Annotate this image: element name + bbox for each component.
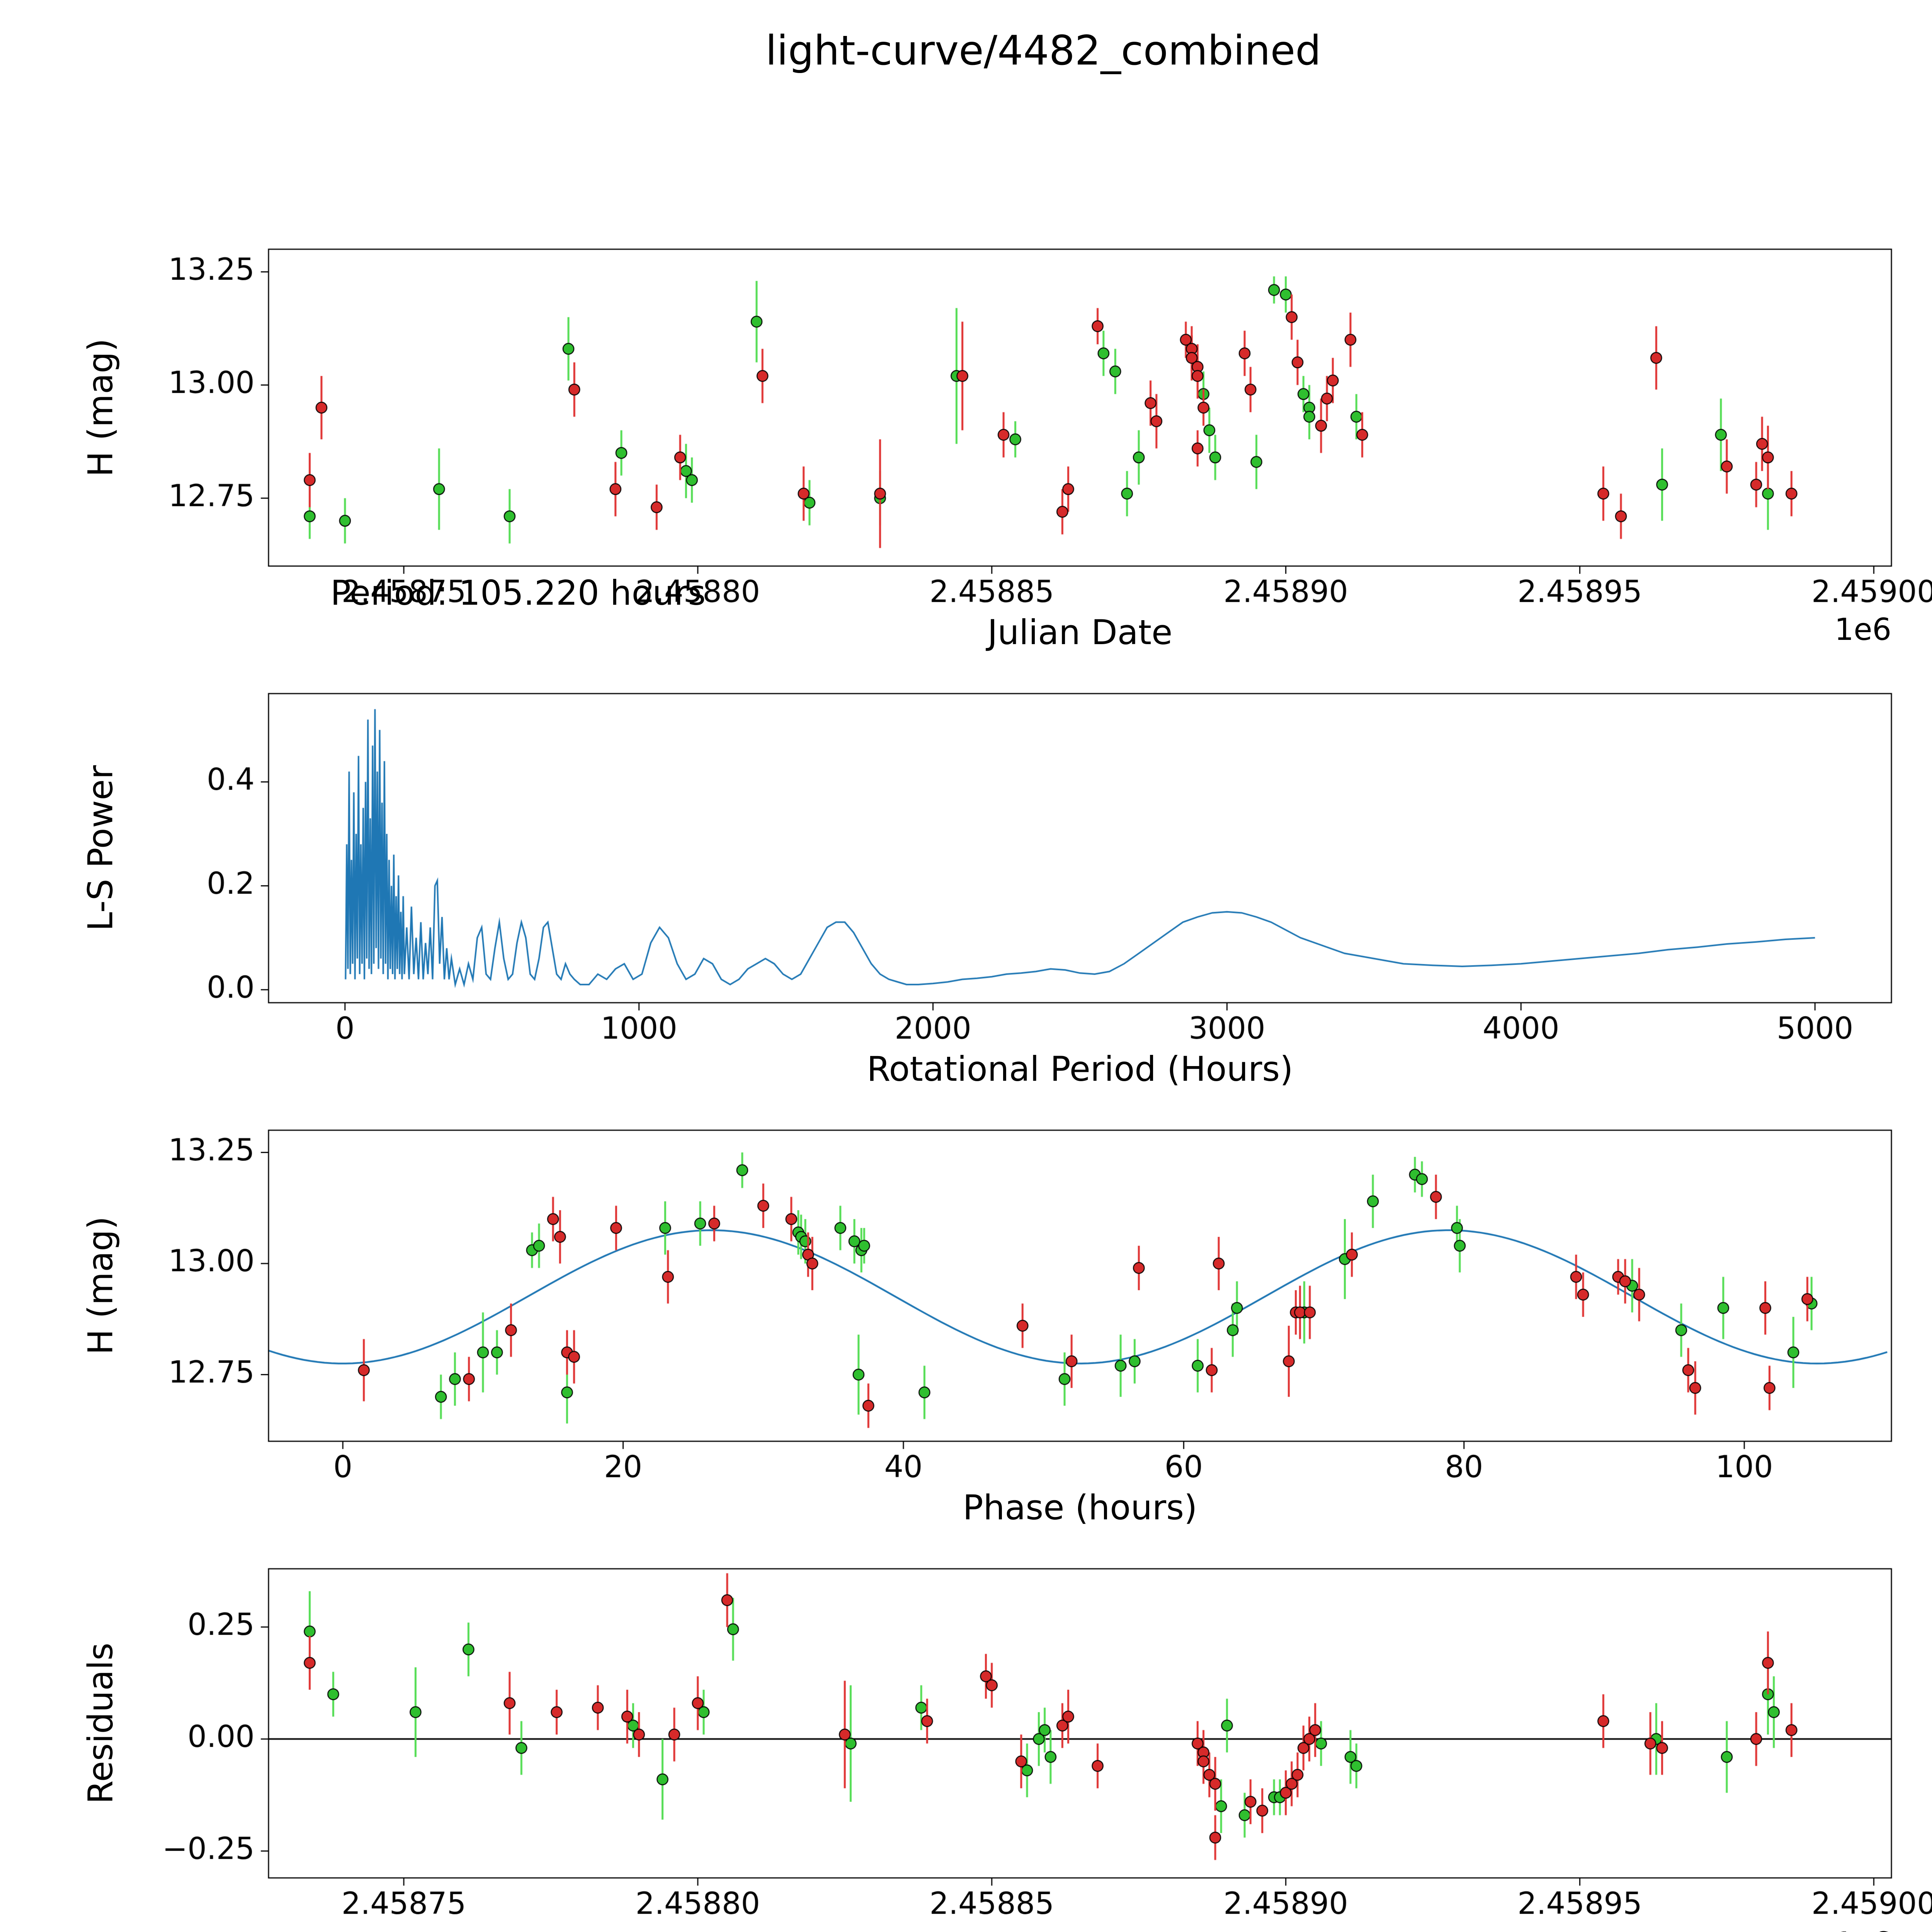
ylabel-ls-power: L-S Power bbox=[80, 765, 121, 931]
ylabel-residuals: Residuals bbox=[80, 1643, 121, 1804]
offset-text-top: 1e6 bbox=[1834, 612, 1891, 647]
period-annotation: Period: 105.220 hours bbox=[330, 573, 706, 613]
ylabel-h-mag-top: H (mag) bbox=[80, 338, 121, 477]
figure-title: light-curve/4482_combined bbox=[765, 27, 1321, 74]
ylabel-h-mag-phase: H (mag) bbox=[80, 1216, 121, 1355]
xlabel-rotational-period: Rotational Period (Hours) bbox=[867, 1049, 1293, 1089]
offset-text-bottom: 1e6 bbox=[1835, 1926, 1891, 1932]
xlabel-phase-hours: Phase (hours) bbox=[963, 1488, 1197, 1527]
xlabel-julian-date-top: Julian Date bbox=[987, 612, 1173, 652]
xlabel-julian-date-bottom: Julian Date bbox=[988, 1926, 1173, 1932]
